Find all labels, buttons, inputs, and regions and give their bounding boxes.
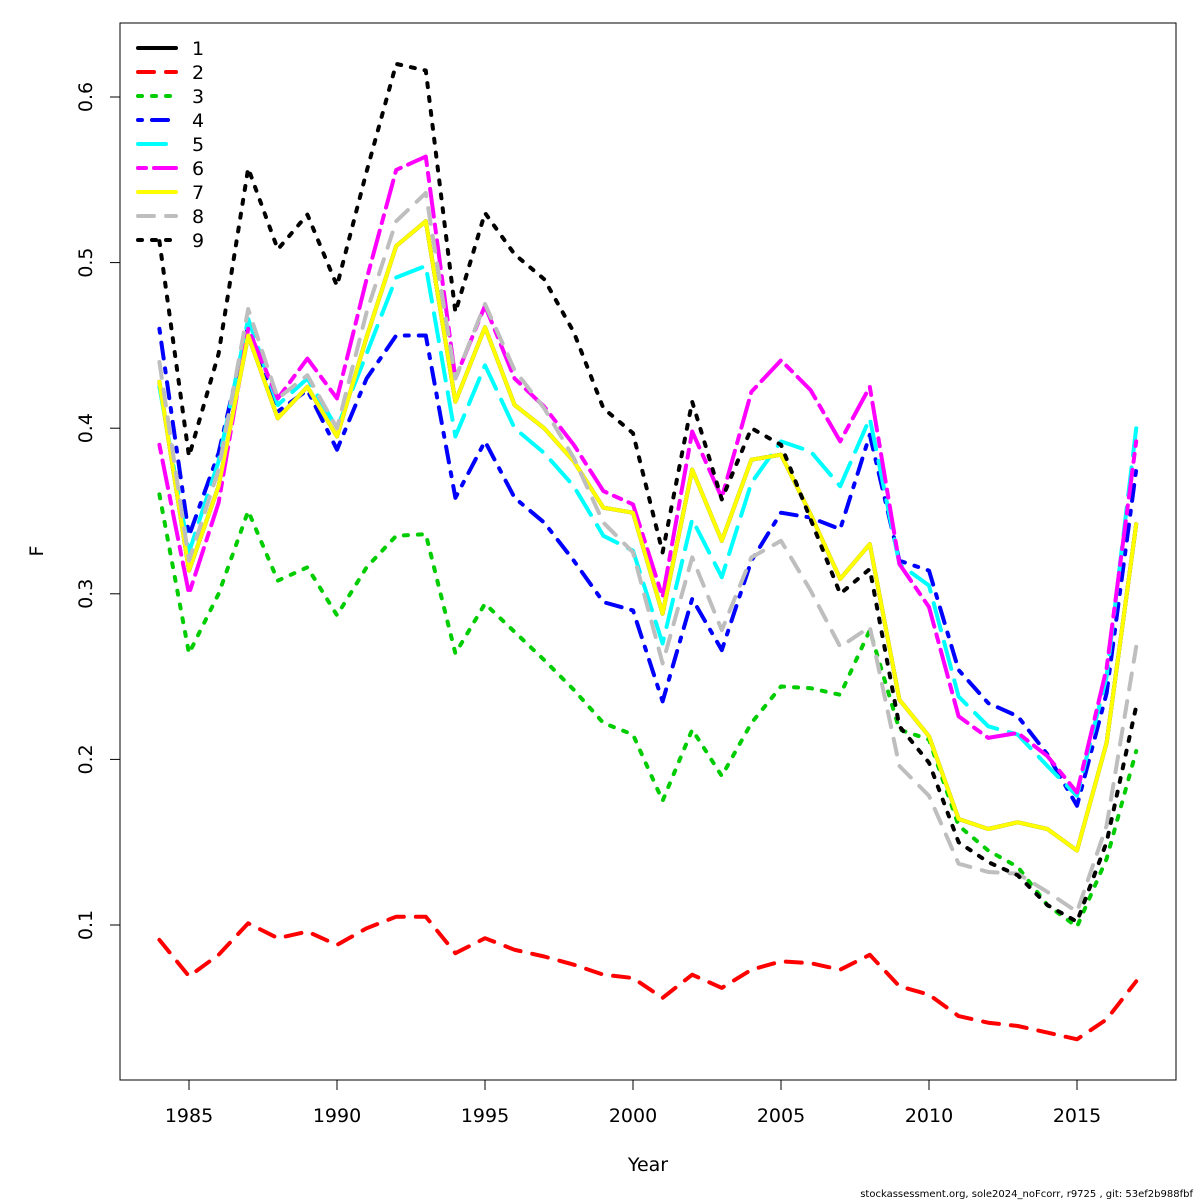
y-axis-label: F bbox=[26, 546, 48, 557]
series-line-5 bbox=[157, 263, 1139, 798]
series-line-4 bbox=[157, 323, 1139, 808]
legend-label-7: 7 bbox=[192, 182, 204, 204]
legend-label-1: 1 bbox=[192, 38, 204, 60]
legend-label-6: 6 bbox=[192, 158, 204, 180]
series-line-6 bbox=[157, 154, 1139, 795]
series-line-1 bbox=[157, 219, 1139, 853]
legend-label-4: 4 bbox=[192, 110, 204, 132]
series-line-7 bbox=[157, 219, 1139, 853]
y-axis: 0.1 0.2 0.3 0.4 0.5 0.6 bbox=[75, 82, 121, 940]
legend-label-9: 9 bbox=[192, 230, 204, 252]
y-tick-label: 0.6 bbox=[75, 82, 97, 112]
y-tick-label: 0.5 bbox=[75, 247, 97, 277]
series-line-2 bbox=[157, 914, 1139, 1042]
series-lines bbox=[157, 61, 1139, 1042]
x-tick-label: 1990 bbox=[313, 1105, 361, 1127]
x-tick-label: 2015 bbox=[1053, 1105, 1101, 1127]
x-tick-label: 2010 bbox=[905, 1105, 953, 1127]
y-tick-label: 0.1 bbox=[75, 910, 97, 940]
x-axis-label: Year bbox=[627, 1154, 668, 1176]
x-tick-label: 2005 bbox=[757, 1105, 805, 1127]
y-tick-label: 0.4 bbox=[75, 413, 97, 443]
legend-label-2: 2 bbox=[192, 62, 204, 84]
series-line-3 bbox=[157, 492, 1139, 929]
series-line-9 bbox=[157, 61, 1139, 924]
x-axis: 1985 1990 1995 2000 2005 2010 2015 bbox=[165, 1079, 1101, 1127]
legend-label-3: 3 bbox=[192, 86, 204, 108]
legend-label-5: 5 bbox=[192, 134, 204, 156]
x-tick-label: 2000 bbox=[609, 1105, 657, 1127]
x-tick-label: 1985 bbox=[165, 1105, 213, 1127]
legend-label-8: 8 bbox=[192, 206, 204, 228]
series-line-8 bbox=[157, 191, 1139, 914]
y-tick-label: 0.3 bbox=[75, 579, 97, 609]
footer-text: stockassessment.org, sole2024_noFcorr, r… bbox=[860, 1189, 1193, 1200]
y-tick-label: 0.2 bbox=[75, 744, 97, 774]
x-tick-label: 1995 bbox=[461, 1105, 509, 1127]
